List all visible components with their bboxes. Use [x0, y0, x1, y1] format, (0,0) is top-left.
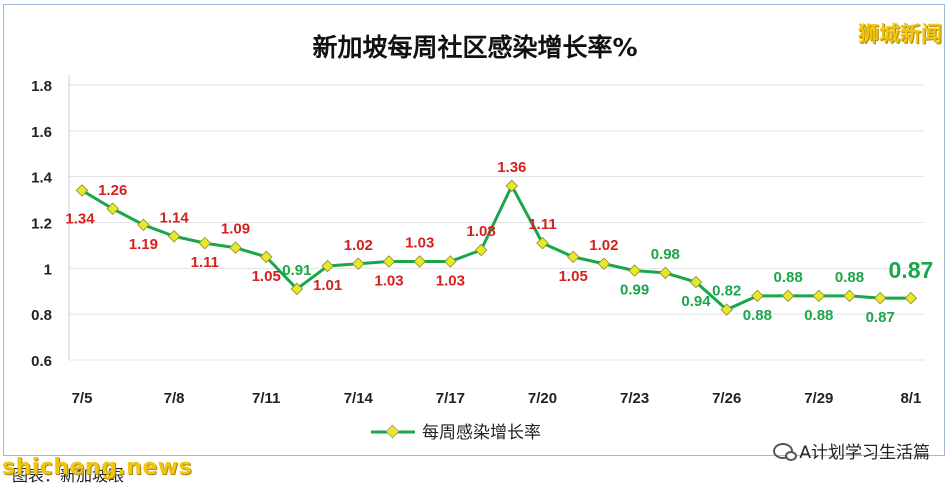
- data-point-marker: [566, 250, 580, 264]
- data-point-marker: [259, 250, 273, 264]
- chart-frame: 新加坡每周社区感染增长率% 0.6 0.8 1 1.2 1.4 1.6 1.8 7/5 7/8…: [3, 4, 945, 456]
- data-label: 0.98: [651, 246, 680, 263]
- y-axis-ticks: 0.6 0.8 1 1.2 1.4 1.6 1.8: [31, 78, 53, 370]
- data-label: 0.94: [681, 293, 711, 310]
- data-label: 0.99: [620, 282, 649, 299]
- line-chart: 新加坡每周社区感染增长率% 0.6 0.8 1 1.2 1.4 1.6 1.8 7/5 7/8…: [31, 33, 933, 443]
- data-label: 1.02: [344, 237, 373, 254]
- data-point-marker: [751, 289, 764, 303]
- legend: 每周感染增长率: [371, 423, 541, 443]
- x-tick-label: 7/5: [72, 390, 93, 407]
- data-label: 1.03: [374, 272, 403, 289]
- wechat-account-tag: A计划学习生活篇: [773, 438, 930, 463]
- data-point-marker: [659, 266, 672, 280]
- y-tick-label: 1.4: [31, 170, 53, 187]
- x-tick-label: 7/26: [712, 390, 741, 407]
- data-point-marker: [167, 230, 181, 243]
- data-label: 1.11: [191, 254, 219, 271]
- data-point-marker: [290, 282, 304, 296]
- data-point-marker: [382, 255, 396, 268]
- data-label: 1.03: [405, 234, 434, 251]
- top-watermark-logo: 狮城新闻: [858, 22, 942, 46]
- data-point-marker: [628, 264, 641, 277]
- data-label: 1.05: [252, 268, 281, 285]
- data-point-marker: [75, 184, 89, 197]
- x-tick-label: 7/8: [164, 390, 185, 407]
- x-axis-ticks: 7/5 7/8 7/11 7/14 7/17 7/20 7/23 7/26 7/29 8/1: [72, 390, 922, 407]
- data-label: 0.91: [282, 262, 311, 279]
- source-note: 图表：新加坡眼: [12, 466, 125, 485]
- y-tick-label: 0.8: [31, 307, 52, 324]
- y-tick-label: 1: [44, 261, 52, 278]
- grid-lines: [68, 75, 924, 361]
- legend-marker-swatch: [385, 424, 400, 439]
- data-label: 1.14: [159, 209, 189, 226]
- series-markers: [75, 179, 918, 316]
- wechat-icon: [773, 442, 798, 461]
- legend-label: 每周感染增长率: [422, 423, 541, 443]
- data-label: 1.36: [497, 159, 526, 176]
- y-tick-label: 1.6: [31, 124, 52, 141]
- data-label: 1.26: [98, 182, 127, 199]
- data-label: 0.88: [743, 307, 772, 324]
- data-point-marker: [413, 255, 426, 268]
- data-point-marker: [229, 241, 242, 254]
- data-label: 1.19: [129, 236, 158, 253]
- data-point-marker: [474, 243, 488, 257]
- data-label: 1.11: [528, 216, 556, 233]
- data-point-marker: [720, 303, 733, 316]
- y-tick-label: 1.2: [31, 216, 52, 233]
- data-point-marker: [873, 291, 887, 305]
- data-label: 1.09: [221, 221, 250, 238]
- data-label: 1.34: [65, 210, 95, 227]
- wechat-account-name: A计划学习生活篇: [799, 443, 930, 463]
- x-tick-label: 7/17: [436, 390, 465, 407]
- x-tick-label: 7/23: [620, 390, 649, 407]
- site-watermark: shicheng.news: [2, 455, 193, 480]
- data-label: 0.82: [712, 283, 741, 300]
- data-point-marker: [505, 179, 519, 193]
- x-tick-label: 7/11: [252, 390, 280, 407]
- data-point-marker: [781, 289, 795, 303]
- data-point-marker: [106, 202, 119, 215]
- x-tick-label: 8/1: [900, 390, 921, 407]
- chart-title: 新加坡每周社区感染增长率%: [312, 33, 637, 62]
- data-point-marker: [444, 255, 457, 268]
- data-point-marker: [812, 289, 826, 303]
- x-tick-label: 7/14: [344, 390, 374, 407]
- data-point-marker: [597, 257, 611, 270]
- data-point-marker: [689, 275, 703, 289]
- data-label: 1.01: [313, 277, 342, 294]
- data-label: 1.02: [589, 237, 618, 254]
- data-point-marker: [536, 236, 549, 250]
- y-tick-label: 1.8: [31, 78, 52, 95]
- data-label: 1.08: [466, 223, 495, 240]
- data-point-marker: [904, 291, 918, 305]
- data-label: 1.03: [436, 272, 465, 289]
- data-label: 0.88: [804, 307, 833, 324]
- data-label: 1.05: [559, 268, 588, 285]
- series-path: [81, 184, 911, 312]
- data-point-marker: [137, 218, 150, 232]
- data-label: 0.88: [773, 269, 802, 286]
- data-label: 0.87: [889, 257, 934, 283]
- series-line: [81, 184, 911, 312]
- data-point-marker: [321, 259, 334, 273]
- data-label: 0.87: [866, 309, 895, 326]
- data-label: 0.88: [835, 269, 864, 286]
- data-point-marker: [198, 236, 212, 250]
- x-tick-label: 7/20: [528, 390, 557, 407]
- x-tick-label: 7/29: [804, 390, 833, 407]
- data-point-marker: [843, 289, 856, 303]
- data-labels: 1.341.261.191.141.111.091.05 0.911.011.02…: [65, 159, 933, 326]
- data-point-marker: [352, 257, 365, 270]
- y-tick-label: 0.6: [31, 353, 52, 370]
